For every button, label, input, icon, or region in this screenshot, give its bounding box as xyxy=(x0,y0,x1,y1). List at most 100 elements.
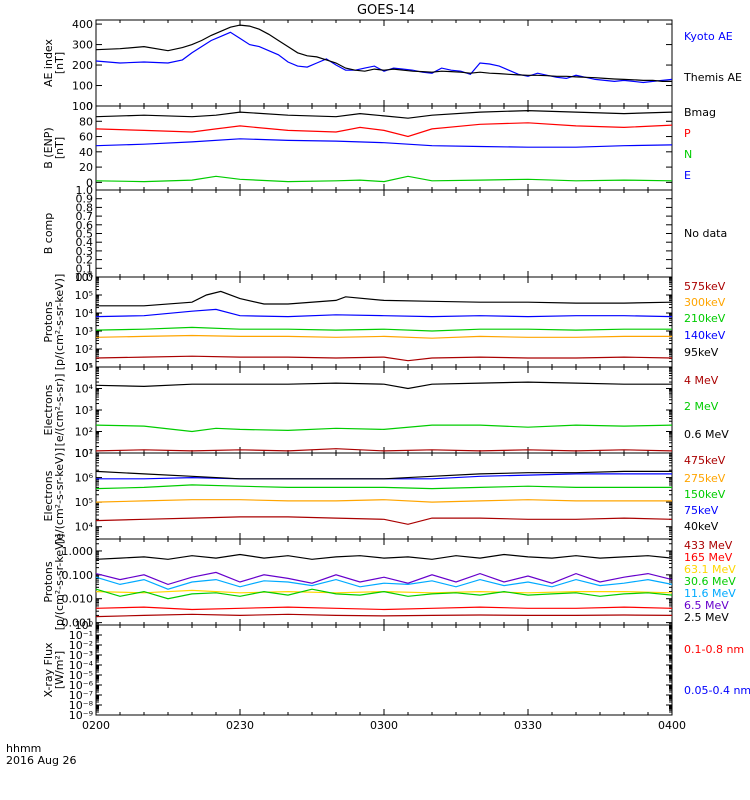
x-tick-label: 0400 xyxy=(658,719,686,732)
y-tick-label: 0 xyxy=(86,100,93,113)
y-axis-label: Protons xyxy=(42,561,55,602)
y-tick-label: 0.010 xyxy=(62,593,94,606)
y-tick-label: 10⁷ xyxy=(75,447,93,460)
y-tick-label: 10¹ xyxy=(75,361,93,374)
panel-bcomp: 1.00.90.80.70.60.50.40.30.20.10.0 B comp N… xyxy=(42,184,727,284)
legend-entry: 0.6 MeV xyxy=(684,428,729,441)
y-tick-label: 10⁻⁹ xyxy=(69,709,93,722)
y-tick-label: 10⁶ xyxy=(75,271,94,284)
legend-entry: 0.05-0.4 nm xyxy=(684,684,750,697)
y-tick-label: 1.0 xyxy=(76,184,94,197)
legend-entry: No data xyxy=(684,227,727,240)
legend-entry: E xyxy=(684,169,691,182)
legend-entry: 140keV xyxy=(684,329,726,342)
y-tick-label: 10⁶ xyxy=(75,472,94,485)
legend-entry: 575keV xyxy=(684,280,726,293)
legend-entry: 210keV xyxy=(684,312,726,325)
legend-entry: Bmag xyxy=(684,106,716,119)
series-e xyxy=(95,138,673,148)
legend-entry: 165 MeV xyxy=(684,551,733,564)
legend-entry: P xyxy=(684,127,691,140)
y-tick-label: 100 xyxy=(72,100,93,113)
series-6-5-mev xyxy=(95,571,673,586)
legend-entry: 11.6 MeV xyxy=(684,587,736,600)
legend-entry: Kyoto AE xyxy=(684,30,733,43)
y-tick-label: 0.5 xyxy=(76,228,94,241)
panel-b: 100 80 60 40 20 0 B (ENP)[nT] Bmag PNE xyxy=(42,100,716,191)
series-bmag xyxy=(95,109,673,119)
y-axis-label: AE index xyxy=(42,38,55,87)
panel-frame xyxy=(95,366,673,454)
y-tick-label: 10⁵ xyxy=(75,496,93,509)
y-axis-label: [p/(cm²-s-sr-keV)] xyxy=(53,274,66,371)
x-tick-label: 0230 xyxy=(226,719,254,732)
series-95kev xyxy=(96,290,673,307)
y-axis-label: Electrons xyxy=(42,470,55,521)
panel-frame xyxy=(95,624,673,716)
y-tick-label: 10⁻⁵ xyxy=(69,669,93,682)
y-tick-label: 0.001 xyxy=(62,617,94,630)
y-tick-label: 10⁵ xyxy=(75,289,93,302)
plot-title: GOES-14 xyxy=(357,3,415,18)
x-tick-label: 0330 xyxy=(514,719,542,732)
x-tick-label: 0300 xyxy=(370,719,398,732)
y-tick-label: 0.7 xyxy=(76,210,94,223)
series-2-mev xyxy=(95,424,673,433)
footer-hhmm: hhmm xyxy=(6,742,41,755)
y-tick-label: 10⁻¹ xyxy=(69,629,93,642)
y-tick-label: 0.4 xyxy=(76,236,94,249)
series-475kev xyxy=(95,516,673,525)
panel-frame xyxy=(95,105,673,191)
y-axis-label: [e/(cm²-s-sr)] xyxy=(53,374,66,447)
legend-entry: 75keV xyxy=(684,504,719,517)
y-tick-label: 0.100 xyxy=(62,569,94,582)
y-tick-label: 10⁻³ xyxy=(69,649,93,662)
y-tick-label: 10⁴ xyxy=(75,521,94,534)
y-tick-label: 40 xyxy=(79,146,93,159)
y-tick-label: 0.2 xyxy=(76,254,94,267)
series-300kev xyxy=(95,334,672,339)
y-tick-label: 10² xyxy=(75,426,93,439)
legend-entry: 475keV xyxy=(684,454,726,467)
y-tick-label: 10⁵ xyxy=(75,361,93,374)
y-tick-label: 10⁻⁴ xyxy=(69,659,94,672)
y-tick-label: 10⁻⁸ xyxy=(69,699,94,712)
panel-frame xyxy=(95,189,673,278)
series-11-6-mev xyxy=(95,576,673,590)
series-433-mev xyxy=(95,613,673,618)
y-tick-label: 300 xyxy=(72,39,93,52)
y-tick-label: 10³ xyxy=(75,325,93,338)
y-tick-label: 10⁻⁷ xyxy=(69,689,93,702)
panel-protons: 10⁶ 10⁵ 10⁴ 10³ 10² 10¹ Protons[p/(cm²-s-sr-ke… xyxy=(42,271,726,374)
series-2-5-mev xyxy=(95,553,673,560)
y-tick-label: 10⁴ xyxy=(75,383,94,396)
y-tick-label: 10⁻⁶ xyxy=(69,679,94,692)
series-n xyxy=(95,175,673,183)
y-axis-label: B comp xyxy=(42,213,55,255)
panel-frame xyxy=(95,452,673,540)
series-140kev xyxy=(95,308,673,318)
legend-entry: 0.1-0.8 nm xyxy=(684,643,744,656)
series-4-mev xyxy=(95,448,673,452)
legend-entry: Themis AE xyxy=(683,71,742,84)
series-themis-ae xyxy=(95,24,672,83)
x-axis: 0200 0230 0300 0330 0400 xyxy=(82,719,686,732)
series-165-mev xyxy=(95,606,673,611)
y-axis-label: X-ray Flux xyxy=(42,642,55,698)
y-tick-label: 1.000 xyxy=(62,545,94,558)
series-40kev xyxy=(95,470,672,480)
y-tick-label: 10⁻² xyxy=(69,639,93,652)
series-kyoto-ae xyxy=(95,31,673,84)
y-axis-label: [e/(cm²-s-sr-keV)] xyxy=(53,448,66,544)
y-tick-label: 400 xyxy=(72,18,93,31)
legend-entry: 2.5 MeV xyxy=(684,611,729,624)
y-tick-label: 0.9 xyxy=(76,193,94,206)
y-tick-label: 0.3 xyxy=(76,245,94,258)
panel-protons_hi: 1.000 0.100 0.010 0.001 Protons[p/(cm²-s-sr-… xyxy=(42,534,736,631)
y-axis-label: [nT] xyxy=(53,52,66,74)
y-tick-label: 10¹ xyxy=(75,447,93,460)
legend-entry: 40keV xyxy=(684,520,719,533)
y-tick-label: 0 xyxy=(86,176,93,189)
